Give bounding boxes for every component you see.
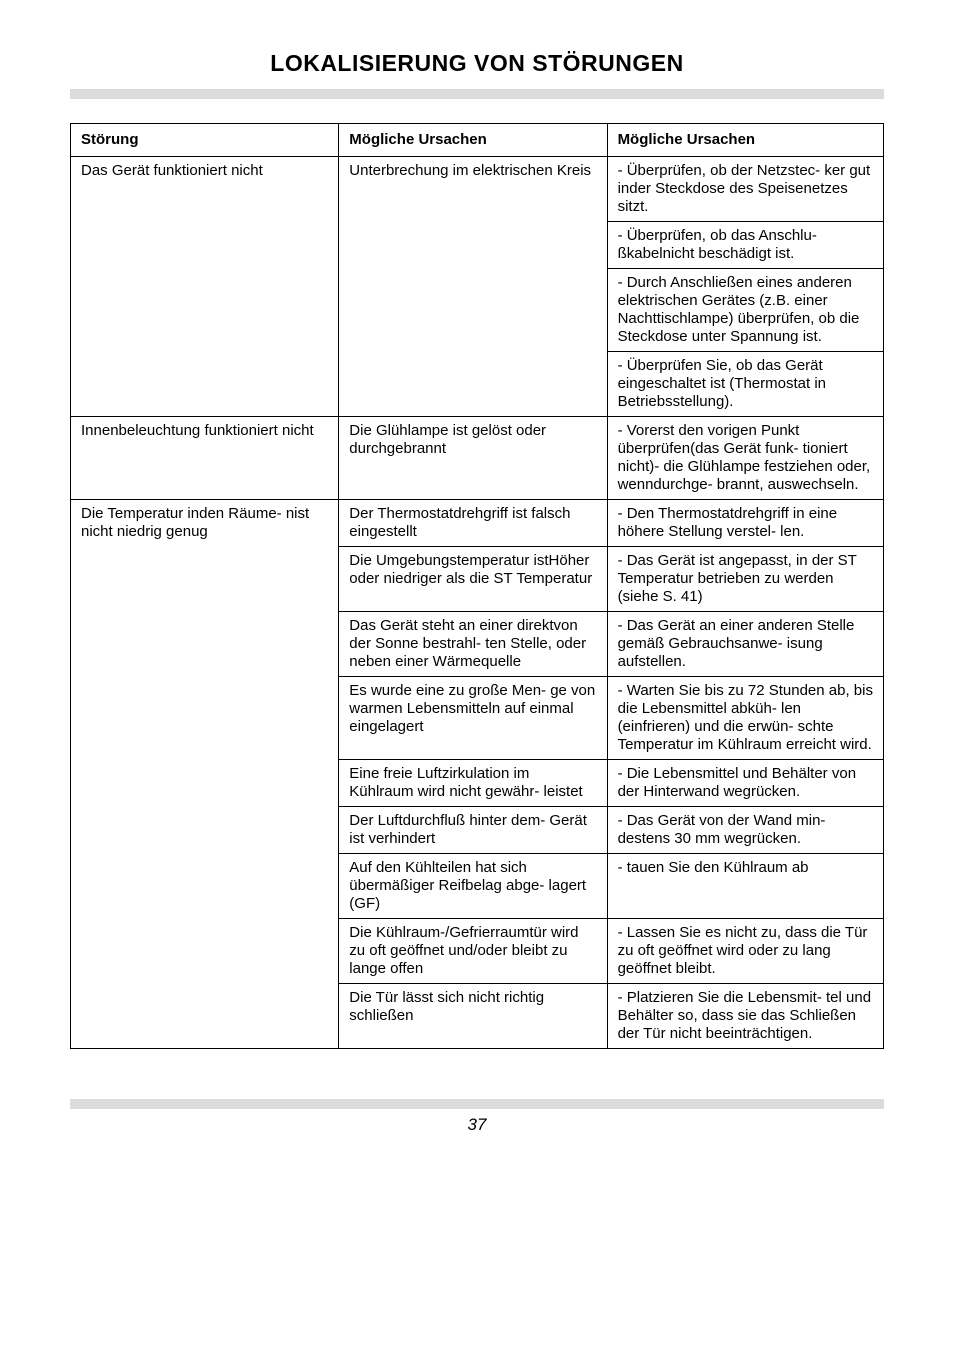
header-ursachen-2: Mögliche Ursachen [607, 124, 883, 157]
cell-loesung: - Lassen Sie es nicht zu, dass die Tür z… [607, 919, 883, 984]
footer-divider [70, 1099, 884, 1109]
cell-ursache: Die Umgebungstemperatur istHöher oder ni… [339, 547, 607, 612]
cell-loesung: - Überprüfen, ob der Netzstec- ker gut i… [607, 157, 883, 222]
cell-loesung: - Warten Sie bis zu 72 Stunden ab, bis d… [607, 677, 883, 760]
cell-loesung: - Das Gerät ist angepasst, in der ST Tem… [607, 547, 883, 612]
cell-loesung: - Den Thermostatdrehgriff in eine höhere… [607, 500, 883, 547]
cell-ursache: Auf den Kühlteilen hat sich übermäßiger … [339, 854, 607, 919]
page-title: LOKALISIERUNG VON STÖRUNGEN [70, 50, 884, 77]
cell-loesung: - Durch Anschließen eines anderen elektr… [607, 269, 883, 352]
cell-stoerung: Die Temperatur inden Räume- nist nicht n… [71, 500, 339, 1049]
table-row: Die Temperatur inden Räume- nist nicht n… [71, 500, 884, 547]
cell-ursache: Die Glühlampe ist gelöst oder durchgebra… [339, 417, 607, 500]
title-divider [70, 89, 884, 99]
cell-loesung: - Platzieren Sie die Lebensmit- tel und … [607, 984, 883, 1049]
cell-ursache: Eine freie Luftzirkulation im Kühlraum w… [339, 760, 607, 807]
table-row: Das Gerät funktioniert nichtUnterbrechun… [71, 157, 884, 222]
cell-ursache: Der Luftdurchfluß hinter dem- Gerät ist … [339, 807, 607, 854]
header-ursachen-1: Mögliche Ursachen [339, 124, 607, 157]
cell-loesung: - Das Gerät an einer anderen Stelle gemä… [607, 612, 883, 677]
document-page: LOKALISIERUNG VON STÖRUNGEN Störung Mögl… [0, 0, 954, 1165]
cell-loesung: - Das Gerät von der Wand min- destens 30… [607, 807, 883, 854]
cell-loesung: - Überprüfen, ob das Anschlu- ßkabelnich… [607, 222, 883, 269]
table-header-row: Störung Mögliche Ursachen Mögliche Ursac… [71, 124, 884, 157]
troubleshooting-table: Störung Mögliche Ursachen Mögliche Ursac… [70, 123, 884, 1049]
cell-ursache: Die Kühlraum-/Gefrierraumtür wird zu oft… [339, 919, 607, 984]
cell-ursache: Der Thermostatdrehgriff ist falsch einge… [339, 500, 607, 547]
table-body: Das Gerät funktioniert nichtUnterbrechun… [71, 157, 884, 1049]
cell-loesung: - Die Lebensmittel und Behälter von der … [607, 760, 883, 807]
cell-loesung: - tauen Sie den Kühlraum ab [607, 854, 883, 919]
cell-ursache: Die Tür lässt sich nicht richtig schließ… [339, 984, 607, 1049]
cell-ursache: Das Gerät steht an einer direktvon der S… [339, 612, 607, 677]
cell-stoerung: Das Gerät funktioniert nicht [71, 157, 339, 417]
table-row: Innenbeleuchtung funktioniert nichtDie G… [71, 417, 884, 500]
page-number: 37 [70, 1115, 884, 1135]
cell-loesung: - Überprüfen Sie, ob das Gerät eingescha… [607, 352, 883, 417]
cell-ursache: Unterbrechung im elektrischen Kreis [339, 157, 607, 417]
cell-loesung: - Vorerst den vorigen Punkt überprüfen(d… [607, 417, 883, 500]
cell-stoerung: Innenbeleuchtung funktioniert nicht [71, 417, 339, 500]
header-stoerung: Störung [71, 124, 339, 157]
cell-ursache: Es wurde eine zu große Men- ge von warme… [339, 677, 607, 760]
